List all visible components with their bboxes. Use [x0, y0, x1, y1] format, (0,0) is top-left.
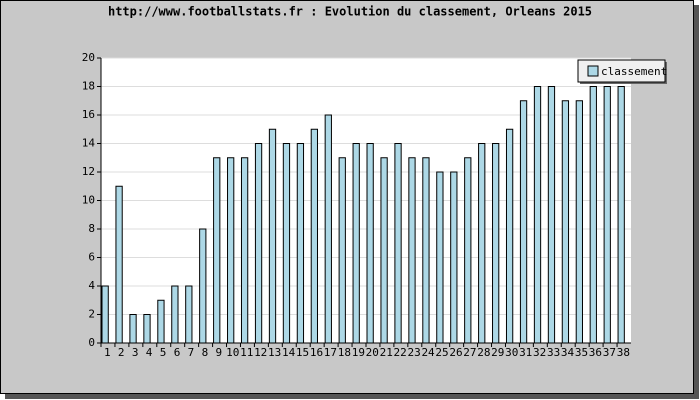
x-tick-label: 6	[174, 346, 181, 359]
x-tick-label: 15	[296, 346, 309, 359]
x-tick-label: 20	[366, 346, 379, 359]
y-tick-label: 4	[88, 279, 95, 292]
bar	[408, 157, 416, 344]
x-tick-label: 9	[216, 346, 223, 359]
x-tick-label: 17	[324, 346, 337, 359]
bar	[589, 86, 597, 344]
x-tick-label: 38	[617, 346, 630, 359]
bar	[492, 143, 500, 344]
x-tick-label: 8	[202, 346, 209, 359]
bar	[101, 285, 109, 344]
x-tick-label: 25	[435, 346, 448, 359]
bar	[394, 143, 402, 344]
x-tick-label: 10	[226, 346, 239, 359]
y-tick-label: 2	[88, 308, 95, 321]
y-tick-label: 20	[82, 51, 95, 64]
legend-swatch	[587, 65, 599, 77]
legend-label: classement	[601, 65, 667, 78]
bar	[185, 285, 193, 344]
bar	[324, 114, 332, 344]
x-tick-label: 7	[188, 346, 195, 359]
y-tick-label: 14	[82, 137, 96, 150]
x-tick-label: 23	[407, 346, 420, 359]
bar	[505, 128, 514, 344]
bar	[143, 314, 151, 344]
bar	[450, 171, 458, 344]
x-tick-label: 26	[449, 346, 462, 359]
bar	[282, 143, 291, 344]
bar	[268, 128, 277, 344]
bar	[240, 157, 249, 344]
x-tick-label: 37	[603, 346, 616, 359]
x-tick-label: 5	[160, 346, 167, 359]
x-tick-label: 29	[491, 346, 504, 359]
bar	[478, 143, 486, 344]
bar	[157, 299, 165, 344]
legend-box	[577, 59, 666, 83]
x-tick-label: 11	[240, 346, 253, 359]
x-tick-label: 22	[394, 346, 407, 359]
x-tick-label: 27	[463, 346, 476, 359]
x-tick-label: 14	[282, 346, 296, 359]
bar	[547, 86, 556, 344]
x-tick-label: 2	[118, 346, 125, 359]
bar	[464, 157, 472, 344]
bar	[296, 143, 305, 344]
x-tick-label: 30	[505, 346, 518, 359]
x-tick-label: 18	[338, 346, 351, 359]
x-tick-label: 28	[477, 346, 490, 359]
chart-title: http://www.footballstats.fr : Evolution …	[108, 5, 592, 19]
y-tick-label: 6	[88, 251, 95, 264]
x-tick-label: 13	[268, 346, 281, 359]
x-tick-label: 36	[589, 346, 602, 359]
bar	[227, 157, 235, 344]
bar	[436, 171, 444, 344]
bar	[254, 143, 263, 344]
bar	[338, 157, 346, 344]
bar	[380, 157, 388, 344]
x-tick-label: 16	[310, 346, 323, 359]
y-tick-label: 16	[82, 108, 95, 121]
bar	[352, 143, 360, 344]
y-tick-label: 8	[88, 222, 95, 235]
bar	[575, 100, 583, 344]
x-tick-label: 34	[561, 346, 575, 359]
bar	[310, 128, 318, 344]
x-tick-label: 12	[254, 346, 267, 359]
y-tick-label: 0	[88, 336, 95, 349]
bar	[422, 157, 430, 344]
x-tick-label: 24	[421, 346, 435, 359]
y-tick-label: 12	[82, 165, 95, 178]
x-tick-label: 3	[132, 346, 139, 359]
bar	[366, 143, 374, 344]
x-tick-label: 33	[547, 346, 560, 359]
x-tick-label: 35	[575, 346, 588, 359]
x-tick-label: 1	[104, 346, 111, 359]
bar	[617, 86, 625, 344]
y-tick-label: 18	[82, 80, 95, 93]
bar	[199, 228, 207, 344]
bar	[519, 100, 528, 344]
x-tick-label: 4	[146, 346, 153, 359]
bar	[213, 157, 221, 344]
x-tick-label: 21	[380, 346, 393, 359]
bar	[115, 185, 123, 344]
x-tick-label: 32	[533, 346, 546, 359]
y-tick-label: 10	[82, 194, 95, 207]
bar	[561, 100, 570, 344]
bar	[171, 285, 179, 344]
x-tick-label: 31	[519, 346, 532, 359]
x-tick-label: 19	[352, 346, 365, 359]
bar	[533, 86, 542, 344]
bar	[603, 86, 611, 344]
bar	[129, 314, 137, 344]
